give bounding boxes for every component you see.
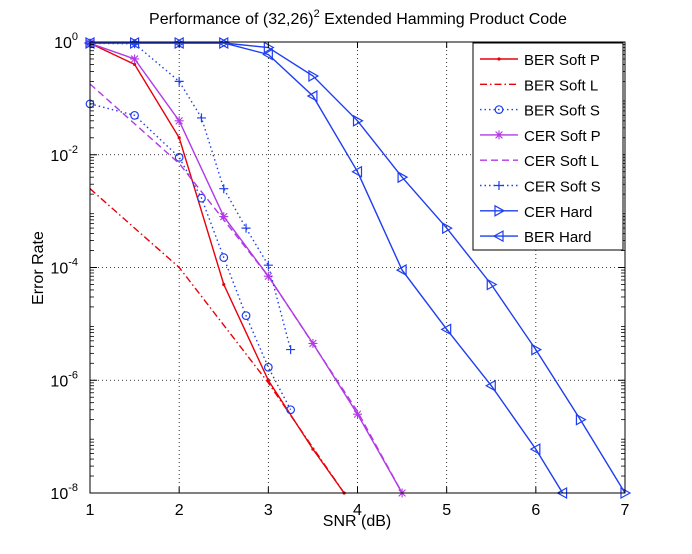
marker-triangle-right [486, 278, 498, 291]
y-tick-label: 10-2 [50, 144, 78, 165]
legend-box [472, 42, 624, 251]
marker-triangle-right [442, 222, 453, 235]
y-tick-label: 100 [54, 31, 78, 52]
title-prefix: Performance of (32,26) [149, 11, 314, 28]
legend-entry: CER Soft P [480, 128, 601, 145]
x-tick-label: 4 [353, 502, 362, 519]
marker-circle [241, 311, 251, 321]
legend-entry: BER Soft S [480, 103, 600, 120]
marker-triangle-left [262, 48, 273, 61]
marker-plus [219, 184, 229, 194]
y-tick-base: 10 [50, 148, 68, 165]
y-tick-exponent: -2 [68, 144, 78, 156]
legend-label: BER Soft P [524, 52, 600, 69]
marker-point [222, 282, 226, 287]
x-tick-label: 2 [175, 502, 184, 519]
marker-triangle-left [395, 264, 407, 277]
marker-point [132, 62, 137, 67]
marker-plus [196, 113, 206, 123]
marker-triangle-left [529, 443, 541, 456]
legend-entry: CER Soft L [480, 153, 599, 170]
marker-triangle-right [494, 204, 506, 217]
legend-label: CER Soft P [524, 128, 601, 145]
marker-plus [241, 223, 251, 233]
y-tick-label: 10-4 [50, 257, 78, 278]
series-line [89, 103, 292, 411]
x-tick-label: 7 [621, 502, 630, 519]
marker-triangle-right [352, 114, 364, 127]
legend-label: BER Soft L [524, 77, 598, 94]
y-tick-base: 10 [50, 373, 68, 390]
legend-entry: CER Soft S [480, 179, 601, 196]
series-ber-soft-l [89, 188, 345, 494]
title-superscript: 2 [314, 8, 320, 20]
x-tick-label: 3 [264, 502, 273, 519]
y-tick-base: 10 [50, 486, 68, 503]
legend-label: CER Soft S [524, 179, 601, 196]
series-line [89, 42, 403, 494]
marker-circle [130, 110, 139, 120]
y-tick-exponent: -8 [68, 482, 78, 494]
marker-point [497, 57, 501, 61]
legend: BER Soft P BER Soft L BER Soft S CER Soft P… [472, 42, 624, 251]
series-line [89, 42, 292, 350]
marker-triangle-left [485, 379, 496, 392]
marker-star [130, 54, 140, 64]
y-axis-label: Error Rate [30, 231, 47, 305]
legend-label: CER Hard [524, 204, 592, 221]
series-line [89, 83, 403, 494]
marker-star [174, 116, 184, 126]
legend-entry: BER Hard [480, 229, 592, 246]
marker-circle [494, 105, 504, 114]
legend-entry: BER Soft P [480, 52, 600, 69]
x-tick-label: 6 [531, 502, 540, 519]
legend-label: CER Soft L [524, 153, 599, 170]
marker-triangle-right [397, 171, 409, 184]
marker-plus [494, 181, 504, 190]
marker-circle [174, 152, 184, 162]
y-tick-base: 10 [50, 261, 68, 278]
legend-entry: CER Hard [480, 204, 592, 221]
marker-star [263, 271, 273, 281]
legend-entry: BER Soft L [480, 77, 598, 94]
marker-triangle-left [492, 230, 504, 243]
marker-star [219, 212, 229, 222]
marker-circle [197, 193, 206, 203]
y-tick-label: 10-6 [50, 369, 78, 390]
y-tick-exponent: -4 [68, 257, 78, 269]
y-tick-base: 10 [54, 35, 72, 52]
y-tick-exponent: 0 [72, 31, 78, 43]
series-cer-soft-l [89, 83, 403, 494]
marker-star [353, 409, 362, 419]
chart-title: Performance of (32,26)2 Extended Hamming… [149, 8, 567, 28]
marker-triangle-left [351, 165, 363, 178]
y-tick-label: 10-8 [50, 482, 78, 503]
marker-triangle-right [308, 69, 320, 82]
marker-star [494, 130, 504, 140]
series-line [89, 188, 345, 494]
legend-label: BER Hard [524, 229, 592, 246]
title-suffix: Extended Hamming Product Code [320, 11, 567, 28]
x-axis-label: SNR (dB) [323, 513, 391, 530]
marker-point [177, 136, 181, 140]
marker-plus [174, 76, 184, 86]
x-tick-label: 1 [86, 502, 95, 519]
marker-triangle-right [575, 413, 587, 426]
marker-triangle-left [440, 323, 452, 336]
marker-plus [286, 345, 296, 355]
marker-triangle-right [531, 343, 543, 356]
series-line [90, 42, 564, 494]
marker-circle [219, 253, 229, 262]
marker-triangle-left [217, 36, 229, 50]
marker-plus [263, 260, 273, 270]
marker-circle [263, 362, 273, 372]
legend-label: BER Soft S [524, 103, 600, 120]
y-tick-exponent: -6 [68, 369, 78, 381]
marker-circle [286, 405, 296, 415]
x-tick-label: 5 [442, 502, 451, 519]
marker-triangle-left [128, 36, 140, 50]
marker-triangle-left [306, 90, 318, 103]
